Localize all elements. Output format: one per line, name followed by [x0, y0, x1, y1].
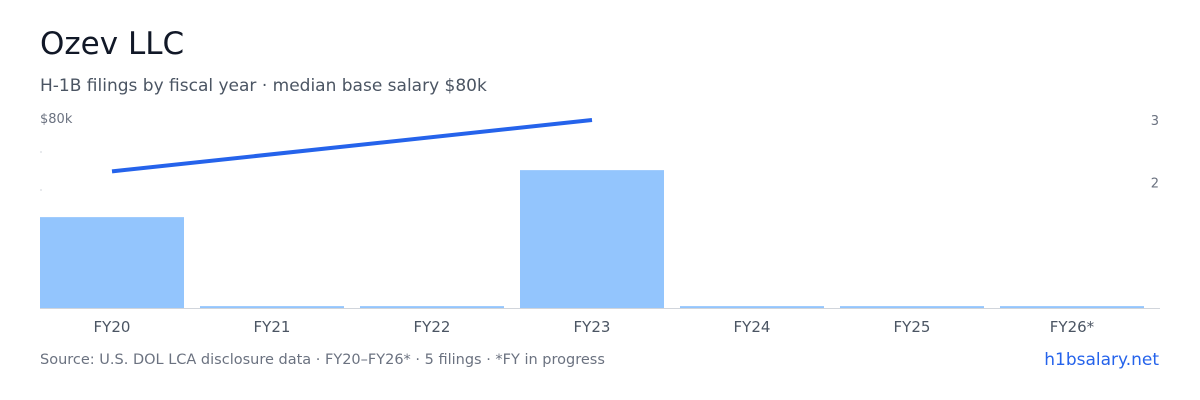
bar-fy21	[200, 306, 344, 308]
x-tick-label: FY20	[94, 318, 131, 336]
x-tick-label: FY25	[894, 318, 931, 336]
x-tick-label: FY23	[574, 318, 611, 336]
x-tick-label: FY22	[414, 318, 451, 336]
x-tick-label: FY24	[734, 318, 771, 336]
right-axis-tick-label: 3	[1151, 114, 1159, 129]
brand-link[interactable]: h1bsalary.net	[1044, 350, 1159, 370]
bar-fy20	[40, 217, 184, 308]
bar-fy25	[840, 306, 984, 308]
source-note: Source: U.S. DOL LCA disclosure data · F…	[40, 352, 605, 368]
chart-canvas: FY20 FY21 FY22 FY23 FY24 FY25 FY26* 3 2	[40, 114, 1160, 336]
right-axis-tick-label: 2	[1151, 177, 1159, 192]
x-tick-label: FY26*	[1050, 318, 1095, 336]
left-axis-label: $80k	[40, 112, 73, 127]
bar-fy26-star	[1000, 306, 1144, 308]
bar-fy23	[520, 170, 664, 308]
bar-fy24	[680, 306, 824, 308]
chart-title: Ozev LLC	[40, 26, 185, 62]
salary-trend-line	[111, 118, 593, 174]
chart-subtitle: H-1B filings by fiscal year · median bas…	[40, 76, 487, 96]
x-tick-label: FY21	[254, 318, 291, 336]
bar-fy22	[360, 306, 504, 308]
